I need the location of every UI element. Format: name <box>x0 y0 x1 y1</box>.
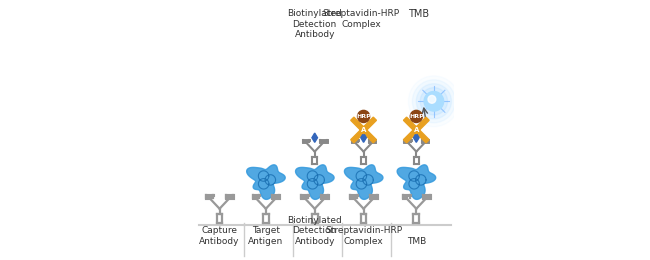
Polygon shape <box>397 165 436 199</box>
Polygon shape <box>413 133 419 142</box>
Circle shape <box>424 92 444 111</box>
Text: Biotinylated
Detection
Antibody: Biotinylated Detection Antibody <box>287 216 342 246</box>
Circle shape <box>413 127 420 133</box>
Text: TMB: TMB <box>408 9 430 19</box>
Circle shape <box>360 127 367 133</box>
Polygon shape <box>351 117 376 143</box>
Text: Target
Antigen: Target Antigen <box>248 226 283 246</box>
Polygon shape <box>344 165 383 199</box>
Text: TMB: TMB <box>407 237 426 246</box>
Text: Streptavidin-HRP
Complex: Streptavidin-HRP Complex <box>325 226 402 246</box>
Text: Biotinylated
Detection
Antibody: Biotinylated Detection Antibody <box>287 9 342 39</box>
Circle shape <box>416 84 452 119</box>
Text: Streptavidin-HRP
Complex: Streptavidin-HRP Complex <box>322 9 400 29</box>
Polygon shape <box>404 117 429 143</box>
Text: Capture
Antibody: Capture Antibody <box>200 226 240 246</box>
Circle shape <box>410 110 422 122</box>
Polygon shape <box>312 133 317 142</box>
Circle shape <box>412 80 456 123</box>
Polygon shape <box>247 165 285 199</box>
Text: A: A <box>413 127 419 133</box>
Polygon shape <box>361 133 367 142</box>
Polygon shape <box>351 117 376 143</box>
Polygon shape <box>296 165 334 199</box>
Circle shape <box>358 110 370 122</box>
Text: HRP: HRP <box>356 114 371 119</box>
Text: A: A <box>361 127 366 133</box>
Polygon shape <box>404 117 429 143</box>
Circle shape <box>428 95 436 103</box>
Circle shape <box>420 88 448 115</box>
Text: HRP: HRP <box>409 114 424 119</box>
